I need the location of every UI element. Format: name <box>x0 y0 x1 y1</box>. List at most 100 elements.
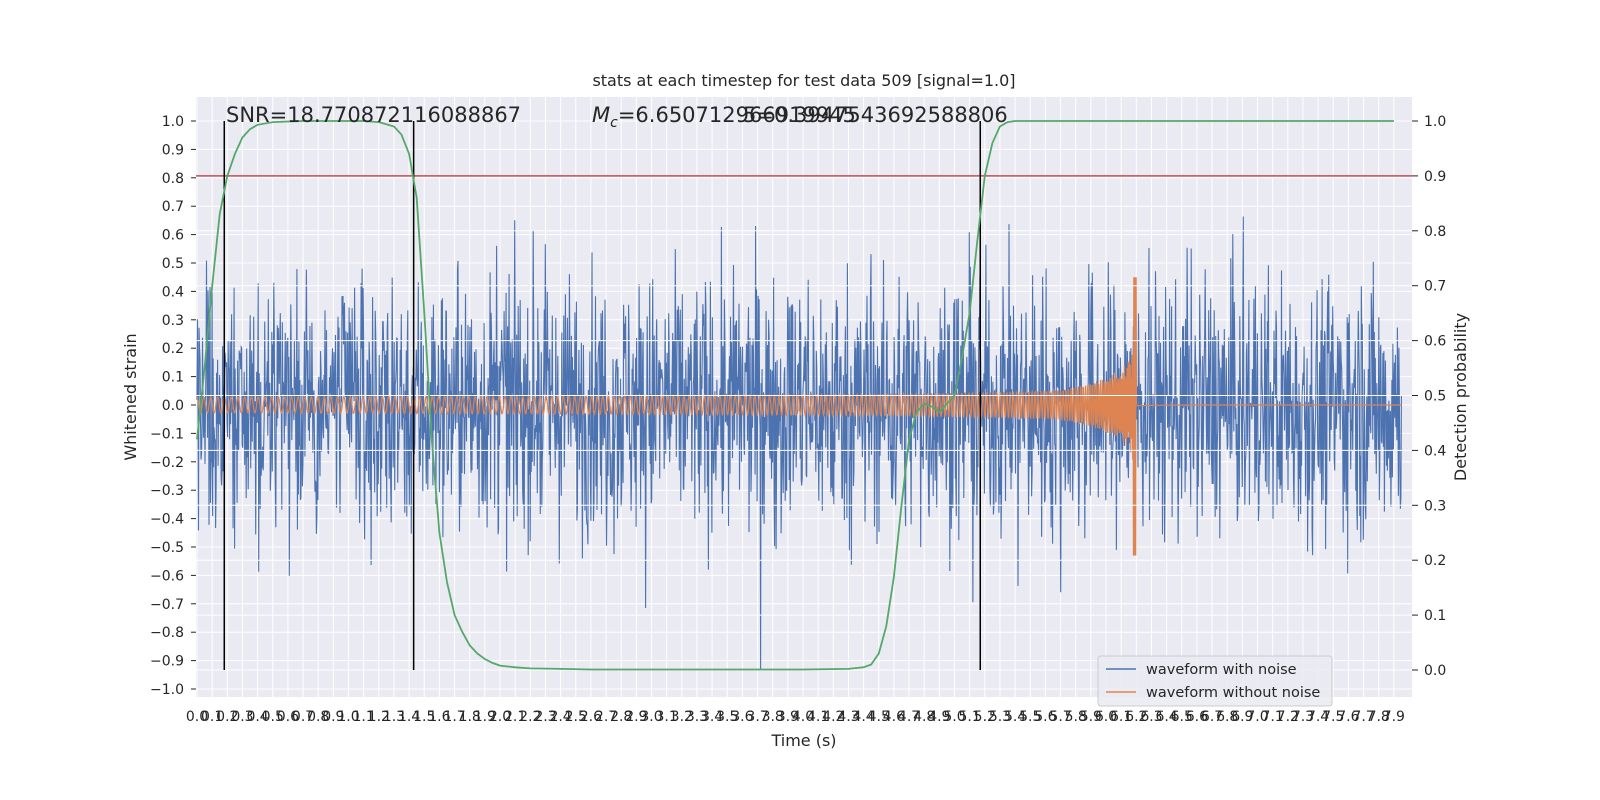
x-tick-label: 1.2 <box>368 709 390 725</box>
x-tick-label: 3.0 <box>640 709 662 725</box>
plot-area <box>196 97 1412 697</box>
y-tick-label: 0.5 <box>162 256 184 272</box>
x-tick-label: 5.1 <box>959 709 981 725</box>
x-tick-label: 5.7 <box>1049 709 1071 725</box>
x-tick-label: 4.2 <box>822 709 844 725</box>
x-tick-label: 7.6 <box>1337 709 1359 725</box>
y2-tick-label: 0.4 <box>1424 443 1446 459</box>
x-tick-label: 6.1 <box>1110 709 1132 725</box>
y-tick-label: 0.4 <box>162 284 184 300</box>
y-tick-label: −1.0 <box>150 682 184 698</box>
y-tick-label: 1.0 <box>162 114 184 130</box>
series-waveform-without-noise <box>196 277 1402 556</box>
y-tick-label: −0.7 <box>150 597 184 613</box>
x-tick-label: 7.5 <box>1322 709 1344 725</box>
y2-tick-labels: 1.0 0.9 0.8 0.7 0.6 0.5 0.4 0.3 0.2 0.1 0.0 <box>1412 114 1446 679</box>
x-tick-label: 6.9 <box>1231 709 1253 725</box>
x-tick-label: 5.4 <box>1004 709 1026 725</box>
x-tick-label: 6.3 <box>1140 709 1162 725</box>
snr-annotation: SNR=18.770872116088867 <box>226 103 521 127</box>
chart-title: stats at each timestep for test data 509… <box>592 71 1015 90</box>
x-tick-label: 6.8 <box>1216 709 1238 725</box>
x-tick-label: 3.1 <box>656 709 678 725</box>
x-tick-label: 3.8 <box>762 709 784 725</box>
x-tick-label: 2.9 <box>625 709 647 725</box>
chirp-mass-subscript: c <box>610 115 618 131</box>
x-tick-label: 0.6 <box>277 709 299 725</box>
y2-tick-label: 0.3 <box>1424 498 1446 514</box>
x-tick-label: 5.5 <box>1019 709 1041 725</box>
x-tick-label: 2.5 <box>565 709 587 725</box>
y2-tick-label: 0.6 <box>1424 334 1446 350</box>
x-tick-label: 3.4 <box>701 709 723 725</box>
x-tick-label: 0.4 <box>246 709 268 725</box>
x-tick-label: 6.0 <box>1095 709 1117 725</box>
x-tick-label: 4.4 <box>852 709 874 725</box>
y2-tick-label: 1.0 <box>1424 114 1446 130</box>
x-tick-label: 0.0 <box>186 709 208 725</box>
x-tick-label: 3.5 <box>716 709 738 725</box>
legend-label-noise: waveform with noise <box>1146 662 1297 678</box>
chirp-mass-symbol: M <box>592 103 610 127</box>
x-tick-label: 7.4 <box>1307 709 1329 725</box>
y-tick-label: 0.0 <box>162 398 184 414</box>
y2-tick-label: 0.0 <box>1424 663 1446 679</box>
x-tick-label: 1.9 <box>474 709 496 725</box>
y2-tick-label: 0.1 <box>1424 608 1446 624</box>
y-tick-label: 0.7 <box>162 199 184 215</box>
x-tick-label: 1.0 <box>337 709 359 725</box>
x-tick-label: 4.6 <box>883 709 905 725</box>
x-tick-label: 1.5 <box>413 709 435 725</box>
y-tick-label: −0.2 <box>150 455 184 471</box>
x-tick-label: 6.5 <box>1171 709 1193 725</box>
x-tick-label: 0.1 <box>201 709 223 725</box>
x-tick-label: 3.3 <box>686 709 708 725</box>
x-tick-label: 7.9 <box>1383 709 1405 725</box>
y-tick-label: −0.8 <box>150 625 184 641</box>
x-tick-label: 5.2 <box>974 709 996 725</box>
legend-frame <box>1097 655 1333 707</box>
y-tick-label: −0.3 <box>150 483 184 499</box>
x-tick-label: 5.9 <box>1080 709 1102 725</box>
x-tick-label: 6.7 <box>1201 709 1223 725</box>
x-tick-labels: 0.00.10.20.30.40.50.60.70.80.91.01.11.21… <box>186 709 1405 725</box>
y2-tick-label: 0.2 <box>1424 553 1446 569</box>
x-tick-label: 0.2 <box>216 709 238 725</box>
series-detection-probability <box>196 120 1394 671</box>
x-tick-label: 6.4 <box>1155 709 1177 725</box>
x-tick-label: 2.3 <box>534 709 556 725</box>
chirp-mass-annotation: Mc=6.650712966919945 <box>592 103 856 131</box>
x-tick-label: 1.7 <box>443 709 465 725</box>
x-tick-label: 1.4 <box>398 709 420 725</box>
x-tick-label: 2.7 <box>595 709 617 725</box>
legend-label-clean: waveform without noise <box>1146 685 1320 701</box>
y-tick-label: 0.8 <box>162 171 184 187</box>
y2-tick-label: 0.8 <box>1424 224 1446 240</box>
overlapping-annotation: 5=0.39475436925888​06 <box>743 103 1008 127</box>
x-tick-label: 4.3 <box>837 709 859 725</box>
x-tick-label: 0.5 <box>262 709 284 725</box>
x-tick-label: 6.2 <box>1125 709 1147 725</box>
x-tick-label: 4.0 <box>792 709 814 725</box>
x-tick-label: 7.7 <box>1352 709 1374 725</box>
x-tick-label: 4.1 <box>807 709 829 725</box>
y-tick-label: 0.9 <box>162 142 184 158</box>
x-tick-label: 4.5 <box>868 709 890 725</box>
x-tick-label: 1.3 <box>383 709 405 725</box>
x-tick-label: 1.8 <box>459 709 481 725</box>
x-tick-label: 7.1 <box>1262 709 1284 725</box>
y2-tick-label: 0.9 <box>1424 169 1446 185</box>
x-tick-label: 7.0 <box>1246 709 1268 725</box>
x-axis-label: Time (s) <box>770 731 836 750</box>
x-tick-label: 0.7 <box>292 709 314 725</box>
x-tick-label: 4.8 <box>913 709 935 725</box>
series-waveform-with-noise <box>196 216 1402 670</box>
clean-trace <box>196 277 1402 556</box>
x-tick-label: 5.3 <box>989 709 1011 725</box>
x-tick-label: 2.6 <box>580 709 602 725</box>
x-tick-label: 3.9 <box>777 709 799 725</box>
y-tick-label: 0.2 <box>162 341 184 357</box>
x-tick-label: 7.8 <box>1368 709 1390 725</box>
legend: waveform with noise waveform without noi… <box>1097 655 1333 707</box>
